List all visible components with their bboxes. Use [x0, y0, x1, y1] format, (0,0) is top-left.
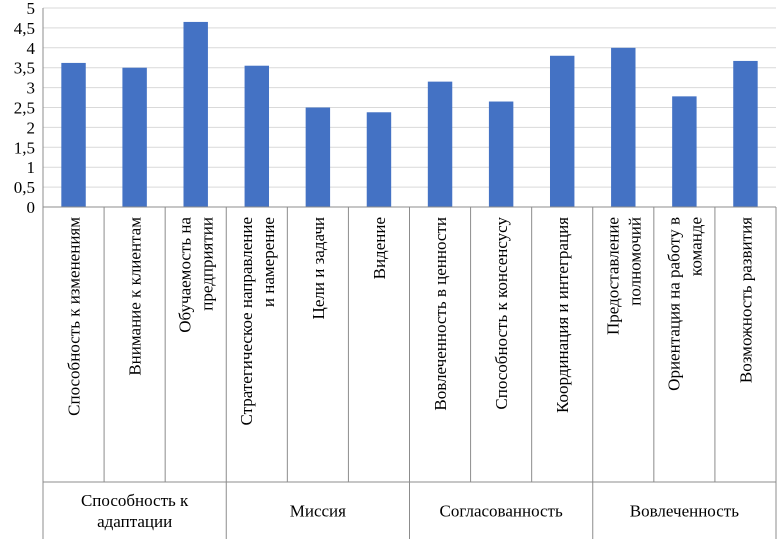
bar [183, 21, 208, 208]
y-tick-label: 3 [27, 79, 36, 98]
y-tick-label: 1,5 [14, 138, 35, 157]
y-tick-label: 2,5 [14, 99, 35, 118]
y-tick-label: 1 [27, 158, 36, 177]
y-tick-label: 0 [27, 198, 36, 217]
category-label: Координация и интеграция [553, 217, 572, 413]
y-tick-label: 0,5 [14, 178, 35, 197]
y-tick-label: 3,5 [14, 59, 35, 78]
category-label: Стратегическое направление [237, 217, 256, 425]
bar [122, 67, 147, 207]
y-tick-label: 4 [27, 39, 36, 58]
category-label: Видение [370, 217, 389, 279]
gridlines [43, 7, 776, 188]
category-label: Способность к изменениям [65, 217, 84, 416]
y-tick-label: 2 [27, 118, 36, 137]
category-label: Ориентация на работу в [664, 217, 683, 391]
bar [427, 81, 453, 207]
category-label: Способность к консенсусу [492, 217, 511, 410]
group-label: Миссия [290, 502, 346, 521]
category-labels: Способность к изменениям Внимание к клиен… [65, 217, 756, 426]
bar [488, 101, 514, 207]
category-label: Предоставление [603, 217, 622, 335]
group-labels: Способность к адаптации Миссия Согласованно… [81, 491, 739, 531]
category-label: Возможность развития [736, 217, 755, 383]
category-label: и намерение [259, 217, 278, 307]
group-label: Согласованность [440, 502, 563, 521]
group-label: Способность к [81, 491, 189, 510]
bar [305, 107, 331, 207]
y-tick-label: 5 [27, 0, 36, 18]
bars [61, 21, 758, 208]
category-label: Цели и задачи [309, 217, 328, 319]
y-tick-label: 4,5 [14, 19, 35, 38]
group-label: адаптации [97, 512, 172, 531]
bar [672, 96, 697, 207]
group-label: Вовлеченность [630, 502, 739, 521]
category-label: полномочий [625, 217, 644, 306]
category-label: предприятии [198, 217, 217, 311]
bar [733, 60, 758, 208]
category-label: Вовлеченность в ценности [431, 217, 450, 411]
bar [549, 55, 575, 208]
bar [61, 62, 86, 208]
category-label: Обучаемость на [176, 217, 195, 333]
y-axis-tick-labels: 00,511,522,533,544,55 [14, 0, 36, 217]
bar [366, 112, 392, 207]
bar [244, 65, 270, 208]
bar [611, 47, 636, 207]
category-label: команде [686, 217, 705, 276]
axes [42, 8, 777, 539]
category-label: Внимание к клиентам [126, 217, 145, 376]
